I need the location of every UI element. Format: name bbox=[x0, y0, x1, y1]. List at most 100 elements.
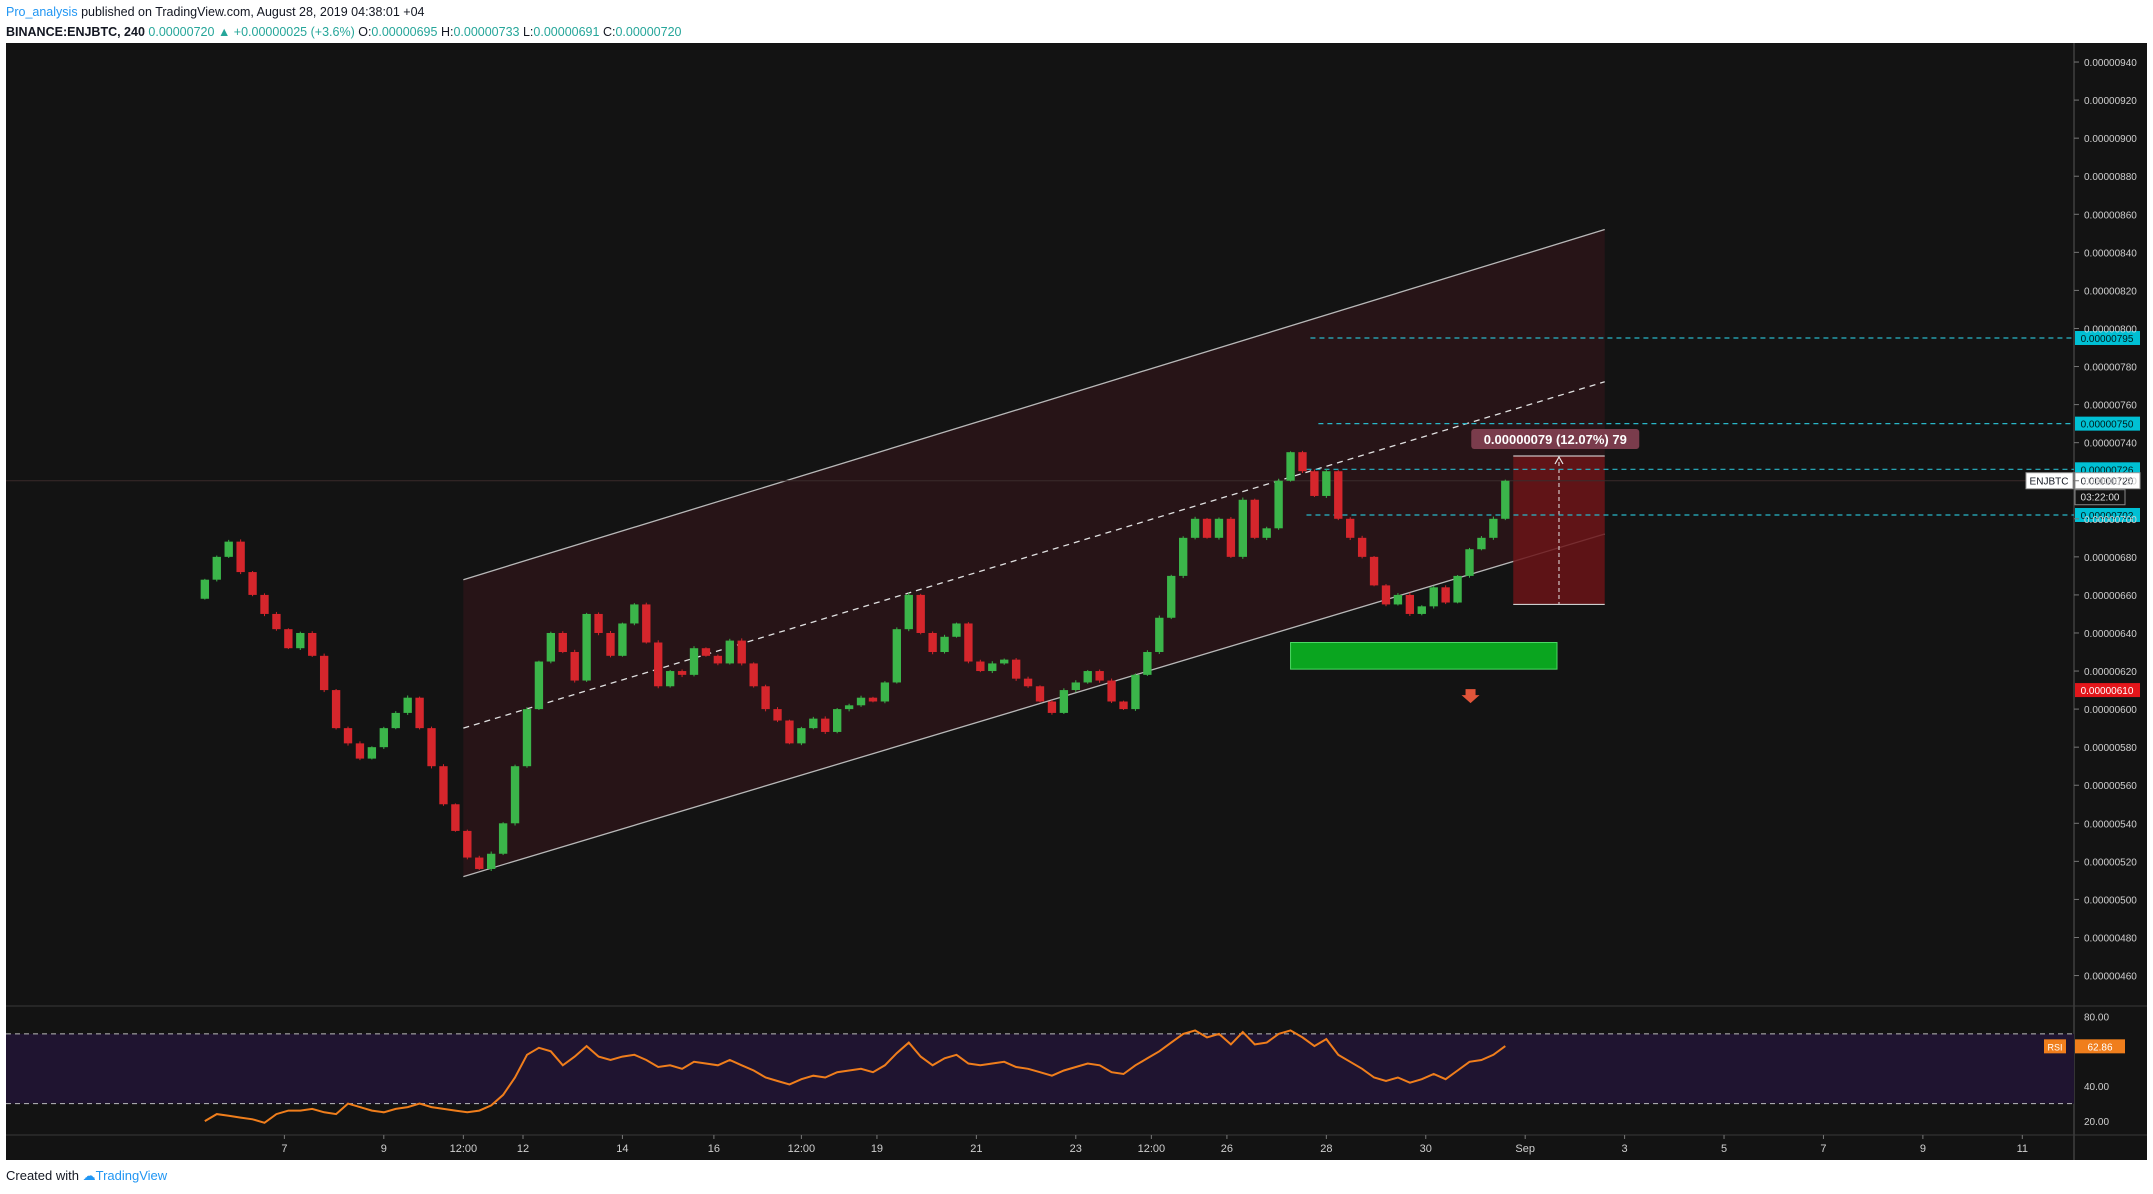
candle-down bbox=[1226, 518, 1236, 557]
time-tick-label: 12:00 bbox=[1138, 1143, 1166, 1155]
candle-up bbox=[1190, 518, 1200, 538]
price-change: +0.00000025 (+3.6%) bbox=[233, 25, 355, 39]
candle-down bbox=[1047, 701, 1057, 713]
candle-down bbox=[1035, 686, 1045, 702]
candle-up bbox=[1155, 617, 1164, 653]
tradingview-brand[interactable]: TradingView bbox=[95, 1168, 168, 1183]
rsi-pane: 80.00 40.00 20.00 RSI 62.86 bbox=[6, 1012, 2125, 1128]
candle-up bbox=[1238, 499, 1247, 557]
candle-up bbox=[809, 718, 818, 729]
target-label: 0.00000079 (12.07%) 79 bbox=[1484, 432, 1627, 447]
price-tick-label: 0.00000640 bbox=[2084, 629, 2137, 640]
candle-down bbox=[308, 632, 317, 656]
candle-down bbox=[1250, 499, 1259, 538]
candle-up bbox=[1393, 594, 1403, 605]
price-tick-label: 0.00000680 bbox=[2084, 553, 2137, 564]
tradingview-logo-icon: ☁ bbox=[82, 1168, 96, 1183]
candle-down bbox=[749, 663, 758, 687]
footer: Created with ☁TradingView bbox=[6, 1168, 167, 1184]
candle-up bbox=[1059, 690, 1069, 713]
candle-up bbox=[487, 853, 496, 869]
candle-up bbox=[296, 632, 305, 649]
candle-up bbox=[1501, 480, 1510, 519]
low-value: 0.00000691 bbox=[533, 25, 600, 39]
price-tick-label: 0.00000740 bbox=[2084, 439, 2137, 450]
channel-lower-line bbox=[463, 533, 1605, 878]
stop-price-label: 0.00000610 bbox=[2081, 686, 2134, 697]
level-price-label: 0.00000795 bbox=[2081, 334, 2134, 345]
level-price-label: 0.00000750 bbox=[2081, 420, 2134, 431]
candle-up bbox=[367, 747, 377, 759]
candle-down bbox=[1346, 518, 1355, 538]
time-tick-label: 21 bbox=[970, 1143, 982, 1155]
stop-price-tag bbox=[2075, 683, 2140, 698]
candle-up bbox=[379, 728, 388, 748]
candle-down bbox=[1023, 678, 1033, 687]
close-label: C: bbox=[602, 25, 616, 39]
price-tick-label: 0.00000780 bbox=[2084, 363, 2137, 374]
candle-up bbox=[1131, 674, 1140, 710]
time-tick-label: 23 bbox=[1070, 1143, 1082, 1155]
candle-up bbox=[546, 632, 556, 662]
candle-up bbox=[1214, 518, 1224, 538]
candle-down bbox=[713, 655, 723, 664]
candle-down bbox=[570, 652, 579, 681]
symbol-label[interactable]: BINANCE:ENJBTC, 240 bbox=[6, 25, 145, 39]
price-tick-label: 0.00000860 bbox=[2084, 210, 2137, 221]
price-axis: 0.00000795 0.00000750 0.00000726 0.00000702… bbox=[2025, 58, 2141, 983]
rsi-name-label: RSI bbox=[2047, 1042, 2062, 1052]
candle-up bbox=[880, 682, 890, 702]
time-tick-label: 9 bbox=[381, 1143, 387, 1155]
candle-down bbox=[475, 857, 484, 869]
candle-down bbox=[272, 613, 281, 630]
time-tick-label: 30 bbox=[1420, 1143, 1432, 1155]
open-value: 0.00000695 bbox=[371, 25, 438, 39]
candle-down bbox=[594, 613, 603, 633]
price-tick-label: 0.00000540 bbox=[2084, 819, 2137, 830]
high-label: H: bbox=[440, 25, 454, 39]
symbol-tag bbox=[2025, 472, 2074, 490]
countdown-tag bbox=[2074, 489, 2126, 506]
candle-up bbox=[1000, 659, 1009, 664]
rsi-tick-label: 40.00 bbox=[2084, 1082, 2109, 1093]
candle-up bbox=[833, 709, 842, 732]
candle-down bbox=[284, 629, 293, 649]
candle-down bbox=[642, 604, 651, 643]
time-tick-label: 14 bbox=[616, 1143, 628, 1155]
candle-up bbox=[1322, 471, 1331, 496]
created-with-label: Created with bbox=[6, 1168, 79, 1183]
level-price-tag bbox=[2075, 416, 2140, 431]
time-tick-label: Sep bbox=[1515, 1143, 1535, 1155]
candle-down bbox=[1119, 701, 1128, 710]
rsi-value-label: 62.86 bbox=[2087, 1042, 2112, 1053]
candle-down bbox=[868, 697, 878, 702]
candle-down bbox=[558, 632, 567, 653]
time-tick-label: 12 bbox=[517, 1143, 529, 1155]
candle-down bbox=[1357, 537, 1367, 557]
channel-middle-line bbox=[463, 381, 1605, 729]
publish-line: Pro_analysis published on TradingView.co… bbox=[6, 2, 682, 22]
price-tick-label: 0.00000820 bbox=[2084, 286, 2137, 297]
candle-down bbox=[821, 718, 830, 732]
channel-fill bbox=[463, 229, 1605, 877]
candle-up bbox=[1274, 480, 1283, 529]
author-link[interactable]: Pro_analysis bbox=[6, 5, 78, 19]
rsi-line bbox=[204, 1029, 1506, 1124]
candle-down bbox=[451, 804, 460, 831]
candle-down bbox=[343, 728, 353, 744]
candle-up bbox=[665, 671, 675, 687]
candle-down bbox=[606, 632, 615, 656]
price-tick-label: 0.00000720 bbox=[2084, 477, 2137, 488]
price-axis-panel[interactable] bbox=[2074, 43, 2147, 1160]
close-value: 0.00000720 bbox=[615, 25, 682, 39]
target-arrow-icon bbox=[1554, 455, 1564, 465]
target-label-box bbox=[1471, 428, 1640, 449]
candle-down bbox=[439, 766, 448, 805]
candle-down bbox=[1298, 452, 1307, 472]
publish-info: published on TradingView.com, August 28,… bbox=[81, 5, 425, 19]
candle-up bbox=[522, 709, 532, 767]
time-tick-label: 28 bbox=[1320, 1143, 1332, 1155]
candle-down bbox=[737, 640, 746, 664]
candle-up bbox=[200, 579, 210, 599]
